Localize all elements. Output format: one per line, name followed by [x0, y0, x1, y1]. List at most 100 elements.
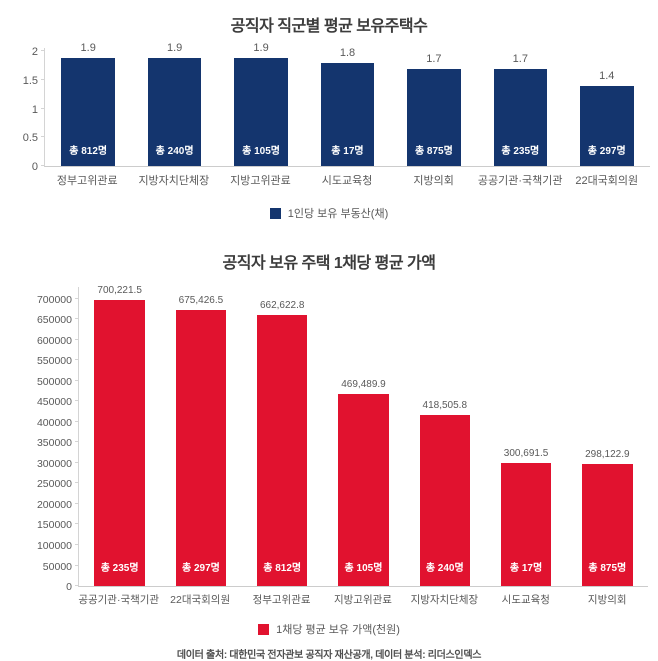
legend-label: 1채당 평균 보유 가액(천원)	[276, 624, 400, 636]
legend: 1인당 보유 부동산(채)	[0, 205, 658, 221]
bar-column: 1.4 총 297명	[564, 48, 650, 166]
bar-chart: 0 50000 100000 150000 200000 250000 300000 3500…	[0, 284, 658, 593]
x-axis-category-label: 지방고위관료	[230, 175, 291, 187]
y-axis-tick-mark	[75, 482, 79, 484]
y-axis-tick-mark	[75, 379, 79, 381]
y-axis-tick-label: 500000	[36, 375, 72, 388]
legend-swatch	[258, 623, 270, 635]
y-axis-tick-mark	[41, 136, 45, 138]
bar-value-label: 1.9	[80, 41, 96, 54]
bar-chart: 0 0.5 1 1.5 2 1.9 총 812명 1.9 총 240명 1.9 총 105명 1.8 총…	[0, 42, 658, 173]
chart-title: 공직자 보유 주택 1채당 평균 가액	[222, 255, 437, 272]
bar-count-label: 총 297명	[587, 146, 626, 157]
y-axis-tick-label: 0	[31, 161, 38, 173]
bar: 총 812명	[61, 57, 115, 166]
bar-value-label: 1.9	[253, 41, 269, 54]
legend-swatch	[269, 207, 281, 219]
x-axis-category-label: 공공기관·국책기관	[477, 175, 563, 187]
y-axis-tick-label: 2	[31, 46, 38, 59]
x-axis-category-label: 지방자치단체장	[138, 175, 210, 187]
bar-count-label: 총 105명	[242, 146, 280, 157]
y-axis-tick-label: 550000	[36, 355, 72, 368]
bar: 총 235명	[493, 69, 548, 166]
bar-count-label: 총 105명	[344, 563, 383, 574]
y-axis-tick-mark	[75, 318, 79, 320]
bar: 총 875명	[407, 69, 461, 166]
bar-column: 418,505.8 총 240명	[404, 287, 485, 586]
y-axis-tick-label: 450000	[36, 396, 72, 409]
y-axis-tick-mark	[75, 297, 79, 299]
chart-title: 공직자 직군별 평균 보유주택수	[230, 18, 428, 35]
bar-value-label: 700,221.5	[97, 284, 142, 296]
x-axis-labels: 정부고위관료 지방자치단체장 지방고위관료 시도교육청 지방의회 공공기관·국책기관 22대…	[44, 172, 650, 188]
bar: 총 297명	[579, 86, 634, 166]
y-axis-tick-mark	[75, 461, 79, 463]
y-axis-tick-label: 600000	[36, 334, 72, 347]
y-axis-tick-label: 1.5	[22, 74, 38, 87]
y-axis-tick-label: 1	[31, 103, 38, 116]
bar-count-label: 총 235명	[501, 146, 540, 157]
data-source-note: 데이터 출처: 대한민국 전자관보 공직자 재산공개, 데이터 분석: 리더스인…	[176, 650, 482, 661]
bar: 총 297명	[175, 309, 227, 586]
bar-column: 469,489.9 총 105명	[323, 287, 404, 586]
x-axis-category-label: 22대국회의원	[170, 594, 231, 606]
x-axis-category-label: 22대국회의원	[575, 175, 639, 187]
bar-value-label: 469,489.9	[341, 379, 386, 391]
bar: 총 235명	[94, 299, 145, 586]
y-axis-tick-mark	[41, 78, 45, 80]
bar: 총 17명	[320, 63, 375, 166]
x-axis-category-label: 정부고위관료	[252, 594, 311, 606]
bar: 총 875명	[582, 464, 633, 586]
y-axis: 0 50000 100000 150000 200000 250000 300000 3500…	[0, 287, 78, 593]
x-axis-category-label: 지방자치단체장	[410, 594, 479, 606]
y-axis-tick-mark	[75, 420, 79, 422]
y-axis-tick-label: 250000	[36, 478, 72, 491]
bar: 총 105명	[234, 57, 288, 166]
bar-count-label: 총 235명	[100, 563, 139, 574]
housing-count-chart-section: 공직자 직군별 평균 보유주택수 0 0.5 1 1.5 2 1.9 총 812명 1.9 총 …	[0, 0, 658, 221]
bar-count-label: 총 297명	[181, 563, 220, 574]
bar-column: 300,691.5 총 17명	[485, 287, 566, 586]
plot-area: 1.9 총 812명 1.9 총 240명 1.9 총 105명 1.8 총 17명 1.7 총 …	[41, 42, 650, 167]
y-axis-tick-mark	[75, 544, 79, 545]
bar-value-label: 1.7	[426, 53, 442, 66]
bar-value-label: 662,622.8	[259, 300, 305, 312]
x-axis-category-label: 공공기관·국책기관	[78, 594, 160, 606]
bar-count-label: 총 812명	[69, 146, 108, 157]
bar-column: 1.8 총 17명	[304, 47, 390, 166]
bar-column: 1.9 총 812명	[45, 42, 131, 166]
y-axis-tick-label: 700000	[36, 293, 72, 306]
bar-count-label: 총 812명	[263, 563, 302, 574]
bar-value-label: 1.9	[166, 41, 183, 54]
bar-count-label: 총 17명	[331, 146, 364, 157]
y-axis-tick-mark	[41, 107, 45, 109]
x-axis-category-label: 정부고위관료	[56, 175, 118, 187]
bar-value-label: 300,691.5	[503, 448, 549, 460]
bar-count-label: 총 17명	[509, 563, 543, 574]
bar-value-label: 1.7	[512, 53, 528, 66]
x-axis-labels: 공공기관·국책기관 22대국회의원 정부고위관료 지방고위관료 지방자치단체장 시도교육청…	[78, 592, 648, 607]
bar-count-label: 총 875명	[588, 563, 627, 574]
y-axis-tick-mark	[75, 400, 79, 402]
bar-column: 298,122.9 총 875명	[567, 287, 648, 586]
y-axis-tick-mark	[75, 441, 79, 443]
y-axis-tick-label: 0	[66, 581, 72, 593]
bar-value-label: 675,426.5	[178, 294, 224, 306]
bar: 총 17명	[500, 463, 552, 586]
bar-value-label: 1.4	[599, 70, 615, 83]
y-axis-tick-label: 100000	[36, 540, 72, 552]
y-axis-tick-mark	[41, 50, 45, 52]
y-axis-tick-label: 650000	[36, 314, 72, 327]
bar-column: 1.7 총 235명	[477, 48, 563, 166]
y-axis-tick-mark	[75, 359, 79, 361]
x-axis-category-label: 지방의회	[413, 175, 454, 187]
legend-label: 1인당 보유 부동산(채)	[287, 208, 389, 220]
bar-column: 1.7 총 875명	[391, 48, 477, 166]
y-axis-tick-label: 400000	[36, 416, 72, 429]
y-axis-tick-label: 350000	[36, 437, 72, 450]
y-axis-tick-label: 150000	[36, 519, 72, 532]
y-axis-tick-mark	[75, 585, 79, 586]
y-axis-tick-mark	[75, 338, 79, 340]
y-axis-tick-mark	[75, 523, 79, 525]
